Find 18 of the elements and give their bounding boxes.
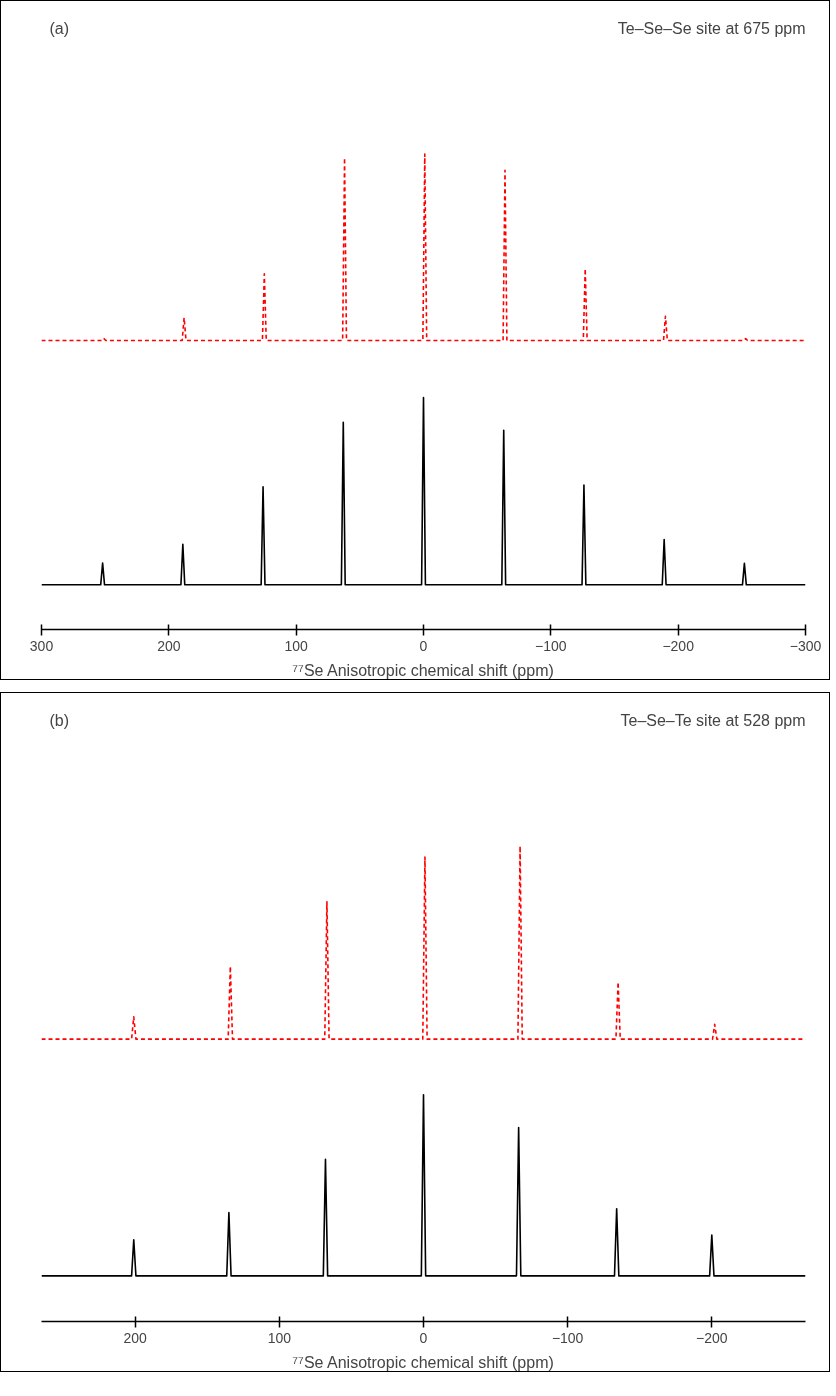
x-tick-label: 100: [284, 637, 309, 654]
x-tick-label: 200: [123, 1329, 148, 1346]
x-tick-label: 100: [267, 1329, 292, 1346]
x-axis-title: ⁷⁷Se Anisotropic chemical shift (ppm): [292, 1353, 554, 1371]
chart-title: (a): [49, 19, 70, 37]
x-tick-label: −200: [696, 1329, 728, 1346]
x-tick-label: 200: [157, 637, 181, 654]
x-tick-label: −100: [551, 1329, 584, 1346]
x-axis-title: ⁷⁷Se Anisotropic chemical shift (ppm): [292, 661, 554, 679]
x-tick-label: 300: [29, 637, 54, 654]
x-tick-label: 0: [419, 1329, 428, 1346]
x-tick-label: 0: [419, 637, 428, 654]
chart-title: (b): [49, 711, 70, 729]
x-tick-label: −100: [535, 637, 567, 654]
text: Te–Se–Se site at 675 ppm: [617, 19, 806, 37]
x-tick-label: −300: [789, 637, 822, 654]
text: Te–Se–Te site at 528 ppm: [620, 711, 806, 729]
x-tick-label: −200: [662, 637, 695, 654]
